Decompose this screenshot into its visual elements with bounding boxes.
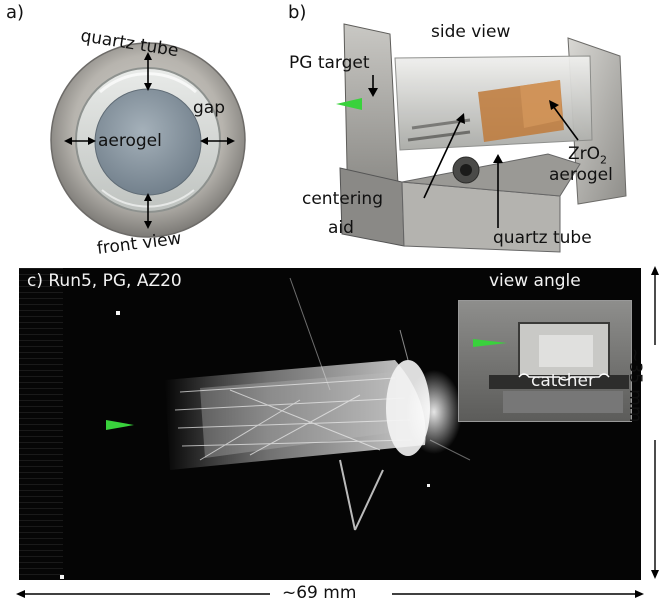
centering-aid-label-line1: centering	[302, 189, 383, 209]
scanline-band	[19, 268, 63, 580]
view-angle-inset: catcher	[458, 300, 632, 422]
view-angle-label: view angle	[489, 271, 581, 291]
gap-label: gap	[193, 98, 225, 118]
centering-aid-label-line2: aid	[328, 218, 354, 238]
height-dimension-label: ~35 mm	[625, 348, 645, 423]
zro2-label: ZrO2	[568, 144, 608, 167]
quartz-tube-label-b: quartz tube	[493, 228, 592, 248]
side-view-label: side view	[431, 22, 511, 42]
run-title: c) Run5, PG, AZ20	[27, 271, 182, 291]
catcher-label: catcher	[531, 371, 595, 391]
panel-a-letter: a)	[6, 2, 25, 23]
aerogel-label-b: aerogel	[549, 165, 613, 185]
pg-target-label: PG target	[289, 53, 370, 73]
width-dimension-label: ~69 mm	[282, 583, 357, 603]
aerogel-label-a: aerogel	[98, 131, 162, 151]
inset-drawing	[473, 322, 629, 413]
panel-b-letter: b)	[288, 2, 307, 23]
